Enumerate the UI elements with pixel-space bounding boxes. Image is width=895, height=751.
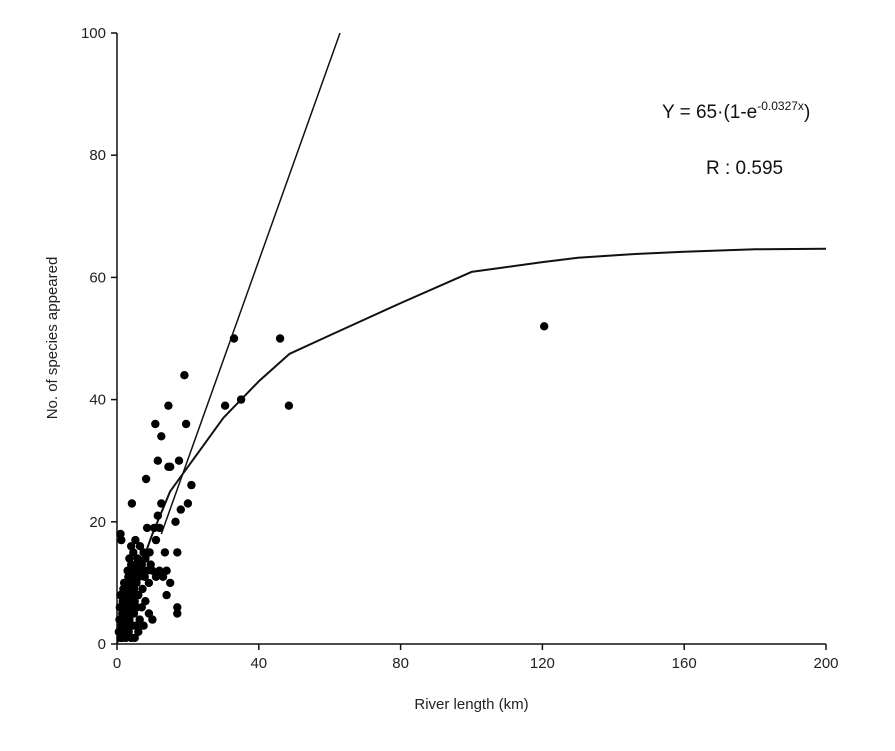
x-tick-label-0: 0 [113, 655, 121, 672]
data-point-72 [151, 419, 160, 429]
data-point-23 [123, 566, 132, 575]
data-point-52 [135, 542, 145, 551]
data-point-60 [141, 597, 150, 606]
y-tick-label-2: 40 [89, 392, 106, 409]
data-point-104 [540, 322, 549, 331]
x-axis-title: River length (km) [414, 696, 528, 713]
data-point-70 [148, 566, 157, 575]
data-point-61 [141, 554, 150, 563]
x-tick-label-5: 200 [813, 655, 838, 672]
x-tick-label-3: 120 [530, 655, 555, 672]
data-point-98 [187, 480, 196, 490]
data-point-27 [126, 603, 135, 612]
data-point-77 [155, 523, 164, 533]
y-tick-label-1: 20 [89, 514, 106, 531]
data-point-100 [229, 334, 239, 343]
data-point-25 [125, 615, 134, 624]
equation-exponent: -0.0327x [757, 99, 804, 113]
data-point-84 [162, 590, 171, 600]
data-point-65 [144, 578, 154, 588]
data-point-93 [174, 456, 184, 465]
data-point-5 [117, 535, 126, 545]
axes [116, 33, 826, 645]
data-point-85 [164, 401, 173, 410]
equation-prefix: Y = 65·(1-e [662, 102, 757, 123]
data-point-80 [157, 499, 166, 508]
data-point-48 [134, 627, 143, 636]
data-point-94 [176, 505, 185, 514]
x-tick-label-1: 40 [250, 655, 267, 672]
data-point-56 [138, 584, 147, 594]
data-point-58 [139, 621, 148, 630]
saturation-fit-line [116, 247, 827, 645]
data-point-36 [129, 548, 138, 557]
data-point-90 [173, 548, 182, 557]
data-point-95 [180, 371, 189, 380]
y-tick-label-5: 100 [81, 25, 106, 42]
data-point-4 [116, 529, 125, 539]
data-point-103 [284, 401, 294, 410]
data-point-64 [142, 523, 152, 533]
data-point-91 [173, 603, 182, 612]
data-point-75 [153, 456, 162, 465]
data-point-101 [236, 395, 246, 404]
data-point-62 [141, 474, 151, 484]
y-tick-label-3: 60 [89, 269, 106, 286]
x-tick-label-2: 80 [392, 655, 409, 672]
data-point-74 [151, 572, 161, 581]
data-point-16 [119, 578, 129, 588]
r-value-annotation: R : 0.595 [706, 158, 783, 179]
data-point-81 [158, 572, 168, 581]
y-tick-label-4: 80 [89, 147, 106, 164]
data-point-82 [160, 548, 170, 557]
data-point-89 [171, 517, 180, 526]
data-point-67 [145, 548, 154, 557]
data-point-69 [148, 615, 157, 624]
ticks: 0 40 80 120 160 200 0 20 40 60 80 100 [81, 25, 839, 672]
data-point-88 [166, 578, 175, 588]
data-point-78 [155, 566, 164, 575]
data-point-92 [173, 609, 182, 618]
x-tick-label-4: 160 [672, 655, 697, 672]
data-point-39 [130, 633, 139, 643]
y-axis-title: No. of species appeared [44, 257, 61, 420]
data-point-97 [183, 499, 193, 508]
equation-annotation: Y = 65·(1-e-0.0327x) [662, 99, 810, 123]
data-point-73 [151, 535, 161, 545]
data-point-33 [127, 499, 137, 508]
data-point-79 [157, 432, 166, 441]
data-point-83 [162, 566, 171, 575]
data-point-43 [131, 535, 140, 545]
data-point-66 [144, 609, 154, 618]
data-point-76 [153, 511, 162, 520]
data-point-102 [275, 334, 285, 343]
data-point-87 [166, 462, 175, 471]
fit-lines [116, 32, 827, 645]
data-point-47 [133, 554, 142, 563]
equation-suffix: ) [804, 102, 810, 123]
scatter-points [114, 322, 549, 643]
data-point-55 [137, 560, 146, 569]
data-point-54 [137, 603, 146, 612]
linear-trend-line [160, 32, 341, 535]
data-point-51 [135, 615, 144, 624]
data-point-99 [220, 401, 230, 410]
y-tick-label-0: 0 [98, 636, 106, 653]
data-point-49 [134, 590, 143, 600]
data-point-96 [181, 419, 191, 429]
